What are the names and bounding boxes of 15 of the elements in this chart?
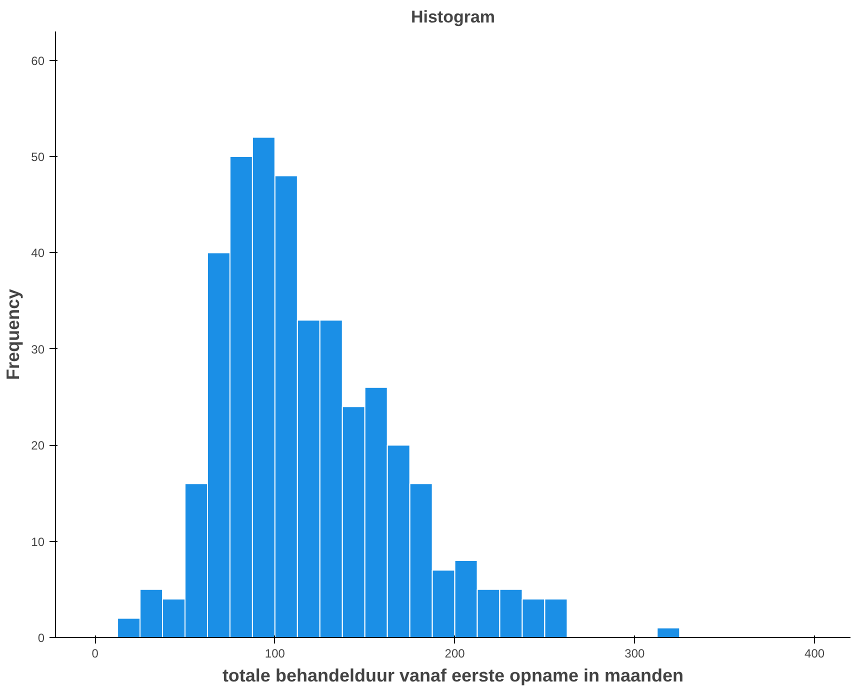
y-tick-label: 10 [31,534,45,549]
y-tick-label: 0 [38,631,45,645]
y-tick-label: 30 [31,342,45,356]
x-tick-label: 200 [444,646,466,660]
y-tick-label: 50 [31,150,45,164]
y-tick-label: 40 [31,246,45,260]
y-tick-label: 20 [31,438,45,453]
y-tick-label: 60 [31,54,45,68]
x-tick-label: 300 [624,646,645,660]
x-tick-label: 0 [92,646,99,660]
chart-title: Histogram [410,8,496,26]
x-tick-label: 400 [804,646,825,660]
x-tick-label: 100 [264,646,286,660]
y-axis-title: Frequency [3,288,24,380]
x-axis-title: totale behandelduur vanaf eerste opname in maanden [222,666,684,686]
